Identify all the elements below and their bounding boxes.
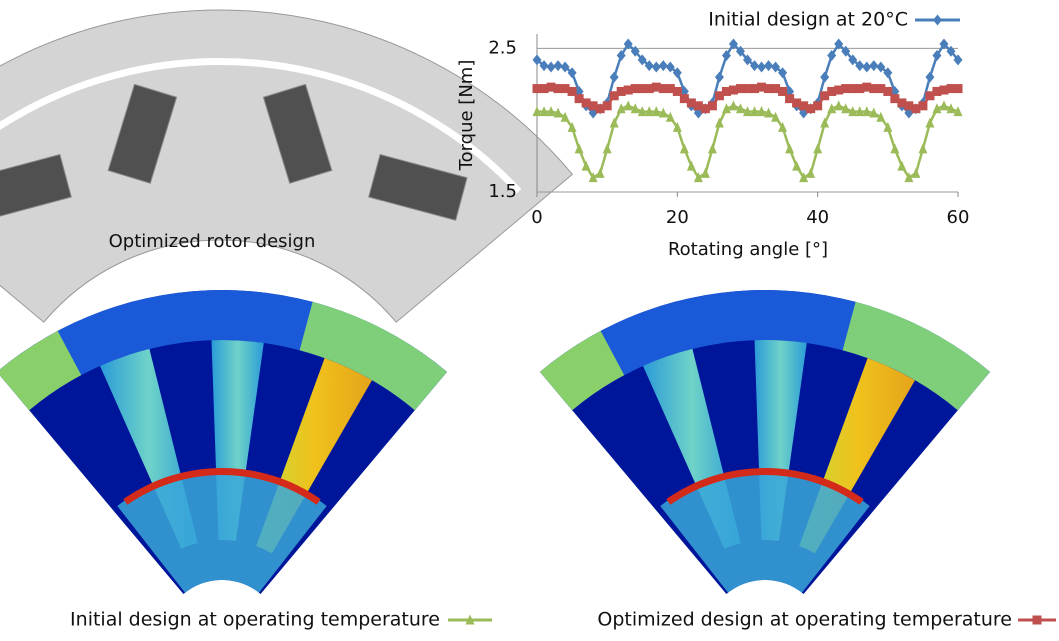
marker: [659, 60, 668, 71]
marker: [652, 62, 661, 73]
marker: [897, 161, 906, 171]
y-axis-label: Torque [Nm]: [456, 60, 477, 172]
legend-marker: [1033, 616, 1042, 625]
marker: [869, 60, 878, 71]
x-tick-label: 40: [806, 207, 829, 228]
marker: [680, 143, 689, 153]
marker: [813, 101, 822, 110]
marker: [596, 168, 605, 178]
legend-marker: [933, 15, 942, 26]
rotor-caption: Optimized rotor design: [109, 231, 316, 252]
marker: [547, 62, 556, 73]
marker: [862, 62, 871, 73]
marker: [954, 84, 963, 93]
marker: [890, 143, 899, 153]
marker: [603, 101, 612, 110]
x-tick-label: 20: [666, 207, 689, 228]
illustrations: [0, 10, 990, 594]
marker: [820, 72, 829, 83]
marker: [806, 168, 815, 178]
marker: [813, 143, 822, 153]
marker: [729, 100, 738, 110]
x-tick-label: 0: [531, 207, 542, 228]
marker: [785, 143, 794, 153]
y-tick-label: 1.5: [488, 181, 517, 202]
marker: [610, 72, 619, 83]
marker: [911, 168, 920, 178]
series-line: [537, 106, 958, 178]
legend-label: Initial design at 20°C: [708, 9, 908, 31]
marker: [757, 62, 766, 73]
marker: [575, 143, 584, 153]
marker: [925, 72, 934, 83]
marker: [582, 161, 591, 171]
x-tick-label: 60: [947, 207, 970, 228]
marker: [603, 143, 612, 153]
marker: [554, 60, 563, 71]
y-tick-label: 2.5: [488, 37, 517, 58]
marker: [687, 161, 696, 171]
marker: [792, 161, 801, 171]
marker: [708, 101, 717, 110]
marker: [918, 101, 927, 110]
marker: [708, 143, 717, 153]
marker: [624, 100, 633, 110]
marker: [918, 143, 927, 153]
legend-label: Initial design at operating temperature: [70, 609, 440, 631]
marker: [701, 168, 710, 178]
marker: [939, 100, 948, 110]
x-axis-label: Rotating angle [°]: [668, 239, 828, 260]
marker: [834, 100, 843, 110]
figure: Optimized rotor design Rotating angle [°…: [0, 0, 1059, 637]
legend-label: Optimized design at operating temperatur…: [597, 609, 1012, 631]
marker: [715, 72, 724, 83]
marker: [764, 60, 773, 71]
